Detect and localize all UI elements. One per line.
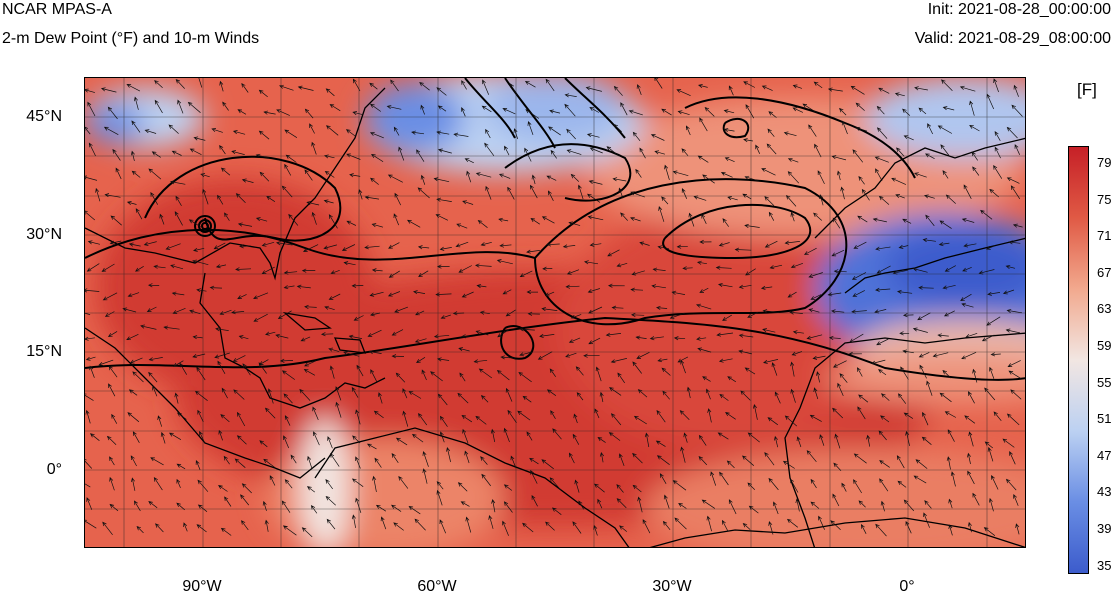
colorbar-label: 79 <box>1097 155 1112 170</box>
wind-vectors <box>85 78 1023 538</box>
valid-time: Valid: 2021-08-29_08:00:00 <box>914 30 1111 47</box>
map-canvas <box>85 78 1025 547</box>
lon-label-30w: 30°W <box>652 578 692 595</box>
init-time: Init: 2021-08-28_00:00:00 <box>927 1 1111 18</box>
lon-label-0: 0° <box>899 578 915 595</box>
graticule <box>85 78 1025 547</box>
lat-label-45n: 45°N <box>26 108 62 125</box>
colorbar-label: 67 <box>1097 264 1112 280</box>
lat-label-0: 0° <box>46 461 62 478</box>
colorbar <box>1068 146 1089 574</box>
lat-label-15n: 15°N <box>26 343 62 360</box>
colorbar-label: 43 <box>1097 484 1112 500</box>
colorbar-unit: [F] <box>1077 80 1097 99</box>
colorbar-label: 59 <box>1097 338 1112 353</box>
colorbar-label: 55 <box>1097 374 1112 390</box>
lon-label-60w: 60°W <box>417 578 457 595</box>
plot-subtitle: 2-m Dew Point (°F) and 10-m Winds <box>2 30 260 47</box>
colorbar-label: 35 <box>1097 557 1112 573</box>
colorbar-label: 75 <box>1097 191 1112 207</box>
dewpoint-map <box>84 77 1026 548</box>
lat-label-30n: 30°N <box>26 226 62 243</box>
coastlines <box>85 87 1025 547</box>
colorbar-label: 47 <box>1097 447 1112 463</box>
colorbar-label: 63 <box>1097 301 1112 317</box>
colorbar-label: 51 <box>1097 411 1112 427</box>
wind-arrow-field <box>85 78 1023 538</box>
colorbar-label: 39 <box>1097 521 1112 536</box>
plot-title: NCAR MPAS-A <box>2 1 112 18</box>
colorbar-label: 71 <box>1097 228 1112 244</box>
lon-label-90w: 90°W <box>182 578 222 595</box>
